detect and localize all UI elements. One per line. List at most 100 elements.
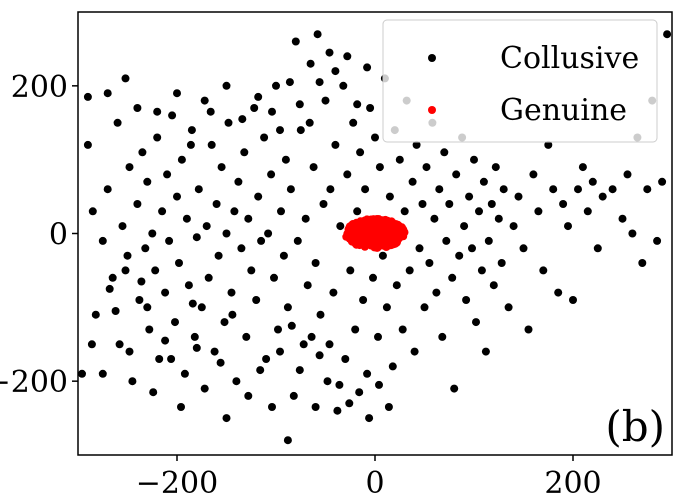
collusive-point <box>363 369 372 378</box>
collusive-point <box>316 310 325 319</box>
collusive-point <box>475 207 483 216</box>
legend-label: Genuine <box>500 93 627 128</box>
collusive-point <box>382 303 391 312</box>
x-tick-label: 0 <box>365 466 384 500</box>
collusive-point <box>331 67 340 76</box>
collusive-point <box>313 30 322 39</box>
collusive-point <box>133 200 142 208</box>
collusive-point <box>325 340 334 349</box>
collusive-point <box>588 177 597 186</box>
collusive-point <box>257 236 266 245</box>
collusive-point <box>430 214 439 223</box>
collusive-point <box>224 118 233 127</box>
x-tick-label: 200 <box>544 466 601 500</box>
genuine-point <box>382 228 391 237</box>
collusive-point <box>227 288 236 297</box>
collusive-point <box>593 244 602 253</box>
collusive-point <box>628 229 637 238</box>
collusive-point <box>509 222 518 231</box>
collusive-point <box>91 310 100 319</box>
genuine-point <box>399 232 408 241</box>
collusive-point <box>98 236 107 245</box>
collusive-point <box>608 185 617 194</box>
collusive-point <box>539 266 548 275</box>
collusive-point <box>135 296 144 304</box>
collusive-point <box>138 148 147 157</box>
collusive-point <box>88 207 97 216</box>
collusive-point <box>663 30 672 39</box>
collusive-point <box>212 200 221 208</box>
collusive-point <box>470 155 478 164</box>
collusive-point <box>325 48 334 57</box>
collusive-point <box>412 140 421 149</box>
collusive-point <box>115 340 124 349</box>
collusive-point <box>153 133 162 142</box>
collusive-point <box>281 155 290 164</box>
collusive-point <box>331 140 340 149</box>
collusive-point <box>385 192 394 201</box>
collusive-point <box>163 170 172 179</box>
collusive-point <box>206 107 215 116</box>
collusive-point <box>341 355 350 363</box>
collusive-point <box>438 332 447 341</box>
collusive-point <box>222 229 231 238</box>
collusive-point <box>445 200 454 208</box>
collusive-point <box>177 403 185 411</box>
collusive-point <box>118 222 127 231</box>
collusive-point <box>319 200 328 208</box>
collusive-point <box>175 259 183 267</box>
collusive-point <box>276 347 284 356</box>
collusive-point <box>289 391 298 400</box>
collusive-point <box>343 52 352 61</box>
legend-box <box>382 19 658 143</box>
collusive-point <box>256 366 265 375</box>
collusive-point <box>534 207 543 216</box>
collusive-point <box>351 325 360 334</box>
collusive-point <box>78 369 86 378</box>
collusive-point <box>462 296 471 304</box>
collusive-point <box>244 391 253 400</box>
collusive-point <box>472 318 480 327</box>
collusive-point <box>187 126 196 135</box>
collusive-point <box>168 111 177 120</box>
genuine-point <box>377 218 386 227</box>
collusive-point <box>262 355 271 363</box>
collusive-point <box>363 63 372 72</box>
collusive-point <box>450 384 459 393</box>
collusive-point <box>279 251 288 260</box>
collusive-point <box>194 185 203 194</box>
collusive-point <box>153 107 162 116</box>
legend-marker <box>428 106 436 114</box>
collusive-point <box>207 140 216 149</box>
collusive-point <box>296 126 305 135</box>
collusive-point <box>455 251 464 260</box>
collusive-point <box>268 107 276 116</box>
collusive-point <box>287 321 296 330</box>
collusive-point <box>264 229 273 238</box>
collusive-point <box>491 163 500 172</box>
collusive-point <box>222 81 231 90</box>
collusive-point <box>171 318 179 327</box>
collusive-point <box>293 236 302 245</box>
collusive-point <box>123 251 132 260</box>
collusive-point <box>192 343 201 352</box>
collusive-point <box>220 318 229 327</box>
collusive-point <box>375 380 383 389</box>
collusive-point <box>497 259 506 267</box>
collusive-point <box>295 100 304 109</box>
collusive-point <box>184 281 193 290</box>
collusive-point <box>180 369 189 378</box>
collusive-point <box>448 273 457 282</box>
collusive-point <box>177 155 186 164</box>
collusive-point <box>202 222 211 231</box>
collusive-point <box>145 325 154 334</box>
collusive-point <box>267 170 276 179</box>
collusive-point <box>554 288 563 297</box>
collusive-series <box>78 30 672 445</box>
genuine-point <box>390 239 399 248</box>
collusive-point <box>435 185 444 194</box>
collusive-point <box>228 310 237 319</box>
collusive-point <box>311 403 320 411</box>
collusive-point <box>569 296 577 304</box>
collusive-point <box>254 92 263 101</box>
